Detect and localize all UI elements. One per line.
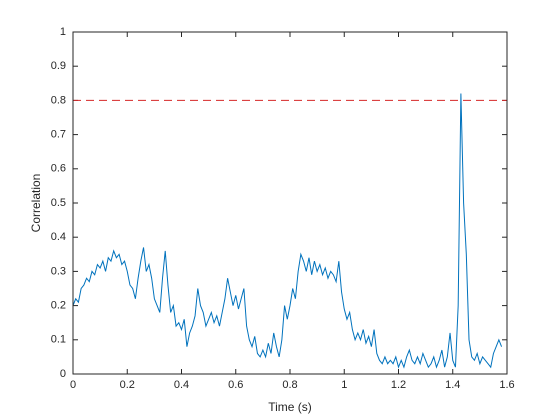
- y-tick-label: 0.1: [51, 334, 66, 346]
- x-tick-label: 0: [70, 379, 76, 391]
- plot-area: [73, 32, 507, 374]
- y-tick-label: 0: [60, 368, 66, 380]
- y-tick-label: 0.6: [51, 163, 66, 175]
- y-tick-label: 0.7: [51, 129, 66, 141]
- y-tick-label: 0.3: [51, 265, 66, 277]
- y-tick-label: 1: [60, 26, 66, 38]
- x-tick-label: 1.2: [391, 379, 406, 391]
- y-tick-label: 0.2: [51, 300, 66, 312]
- x-tick-label: 0.6: [228, 379, 243, 391]
- y-tick-label: 0.4: [51, 231, 66, 243]
- x-tick-label: 0.8: [282, 379, 297, 391]
- y-axis-label: Correlation: [29, 174, 43, 233]
- y-tick-label: 0.9: [51, 60, 66, 72]
- x-tick-label: 1.4: [445, 379, 460, 391]
- y-tick-label: 0.5: [51, 197, 66, 209]
- x-tick-label: 0.2: [120, 379, 135, 391]
- x-tick-label: 1: [341, 379, 347, 391]
- data-line: [72, 93, 503, 369]
- x-tick-label: 1.6: [499, 379, 514, 391]
- x-tick-label: 0.4: [174, 379, 189, 391]
- x-axis-label: Time (s): [268, 400, 312, 414]
- axes-box: [72, 31, 508, 375]
- y-tick-label: 0.8: [51, 94, 66, 106]
